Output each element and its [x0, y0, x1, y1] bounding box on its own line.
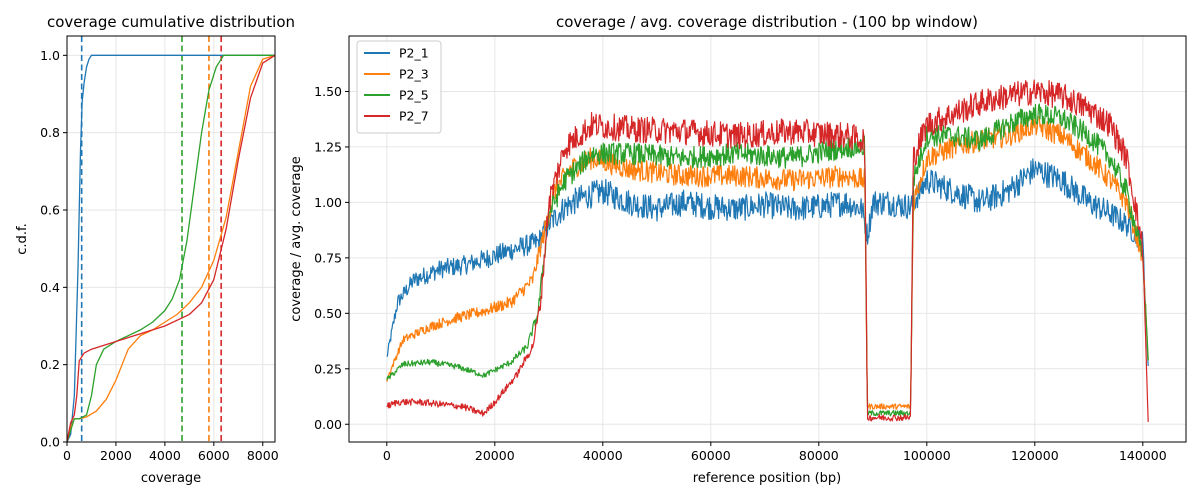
coverage-x-ticks: 0 20000 40000 60000 80000 100000 120000 140000: [383, 442, 1167, 463]
coverage-x-tick-label: 120000: [1011, 448, 1059, 463]
coverage-y-ticks: 0.00 0.25 0.50 0.75 1.00 1.25 1.50: [314, 84, 349, 432]
legend-box: [356, 40, 442, 134]
legend-label: P2_7: [399, 109, 429, 124]
cdf-title: coverage cumulative distribution: [47, 13, 295, 31]
cdf-y-tick-label: 0.8: [40, 125, 60, 140]
legend-label: P2_5: [399, 88, 429, 103]
coverage-line-p2-5: [386, 103, 1149, 417]
coverage-y-tick-label: 1.50: [314, 84, 342, 99]
coverage-y-label: coverage / avg. coverage: [289, 156, 304, 322]
coverage-y-tick-label: 1.25: [314, 139, 342, 154]
cdf-y-label: c.d.f.: [15, 223, 30, 254]
coverage-x-tick-label: 60000: [691, 448, 731, 463]
coverage-line-p2-7: [386, 79, 1149, 423]
coverage-panel: coverage / avg. coverage distribution - …: [289, 13, 1187, 486]
legend-label: P2_1: [399, 46, 429, 61]
legend-item-p2-5: P2_5: [364, 88, 429, 103]
cdf-y-tick-label: 0.6: [40, 203, 60, 218]
cdf-x-tick-label: 0: [63, 448, 71, 463]
cdf-y-tick-label: 1.0: [40, 48, 60, 63]
cdf-line-p2-7: [67, 54, 275, 442]
legend: P2_1 P2_3 P2_5 P2_7: [356, 40, 442, 134]
coverage-x-tick-label: 140000: [1119, 448, 1167, 463]
cdf-plot-frame: [66, 35, 276, 443]
coverage-series-lines: [386, 79, 1149, 423]
cdf-line-p2-5: [67, 54, 275, 442]
legend-item-p2-7: P2_7: [364, 109, 429, 124]
coverage-x-label: reference position (bp): [693, 471, 841, 486]
cdf-x-tick-label: 2000: [100, 448, 132, 463]
cdf-x-ticks: 0 2000 4000 6000 8000: [63, 442, 279, 463]
coverage-x-tick-label: 40000: [583, 448, 623, 463]
cdf-line-p2-3: [67, 54, 275, 442]
coverage-x-tick-label: 80000: [799, 448, 839, 463]
legend-item-p2-3: P2_3: [364, 67, 429, 82]
coverage-y-tick-label: 0.75: [314, 250, 342, 265]
coverage-x-tick-label: 100000: [903, 448, 951, 463]
cdf-x-tick-label: 4000: [149, 448, 181, 463]
coverage-x-tick-label: 0: [383, 448, 391, 463]
cdf-series-lines: [67, 54, 275, 442]
cdf-y-tick-label: 0.4: [40, 280, 60, 295]
coverage-y-tick-label: 0.00: [314, 417, 342, 432]
coverage-y-tick-label: 0.50: [314, 306, 342, 321]
cdf-x-tick-label: 8000: [247, 448, 279, 463]
cdf-x-tick-label: 6000: [198, 448, 230, 463]
cdf-panel: coverage cumulative distribution 0 2000 40…: [15, 13, 295, 486]
coverage-x-tick-label: 20000: [475, 448, 515, 463]
coverage-title: coverage / avg. coverage distribution - …: [556, 13, 978, 31]
coverage-plot-frame: [348, 35, 1187, 443]
cdf-line-p2-1: [67, 54, 275, 442]
cdf-y-tick-label: 0.2: [40, 357, 60, 372]
cdf-y-ticks: 0.0 0.2 0.4 0.6 0.8 1.0: [40, 48, 67, 450]
cdf-grid: [66, 36, 275, 443]
cdf-y-tick-label: 0.0: [40, 435, 60, 450]
legend-label: P2_3: [399, 67, 429, 82]
coverage-y-tick-label: 0.25: [314, 361, 342, 376]
cdf-x-label: coverage: [141, 471, 201, 486]
coverage-y-tick-label: 1.00: [314, 195, 342, 210]
cdf-mean-lines: [80, 36, 222, 442]
legend-item-p2-1: P2_1: [364, 46, 429, 61]
coverage-line-p2-1: [386, 158, 1149, 367]
